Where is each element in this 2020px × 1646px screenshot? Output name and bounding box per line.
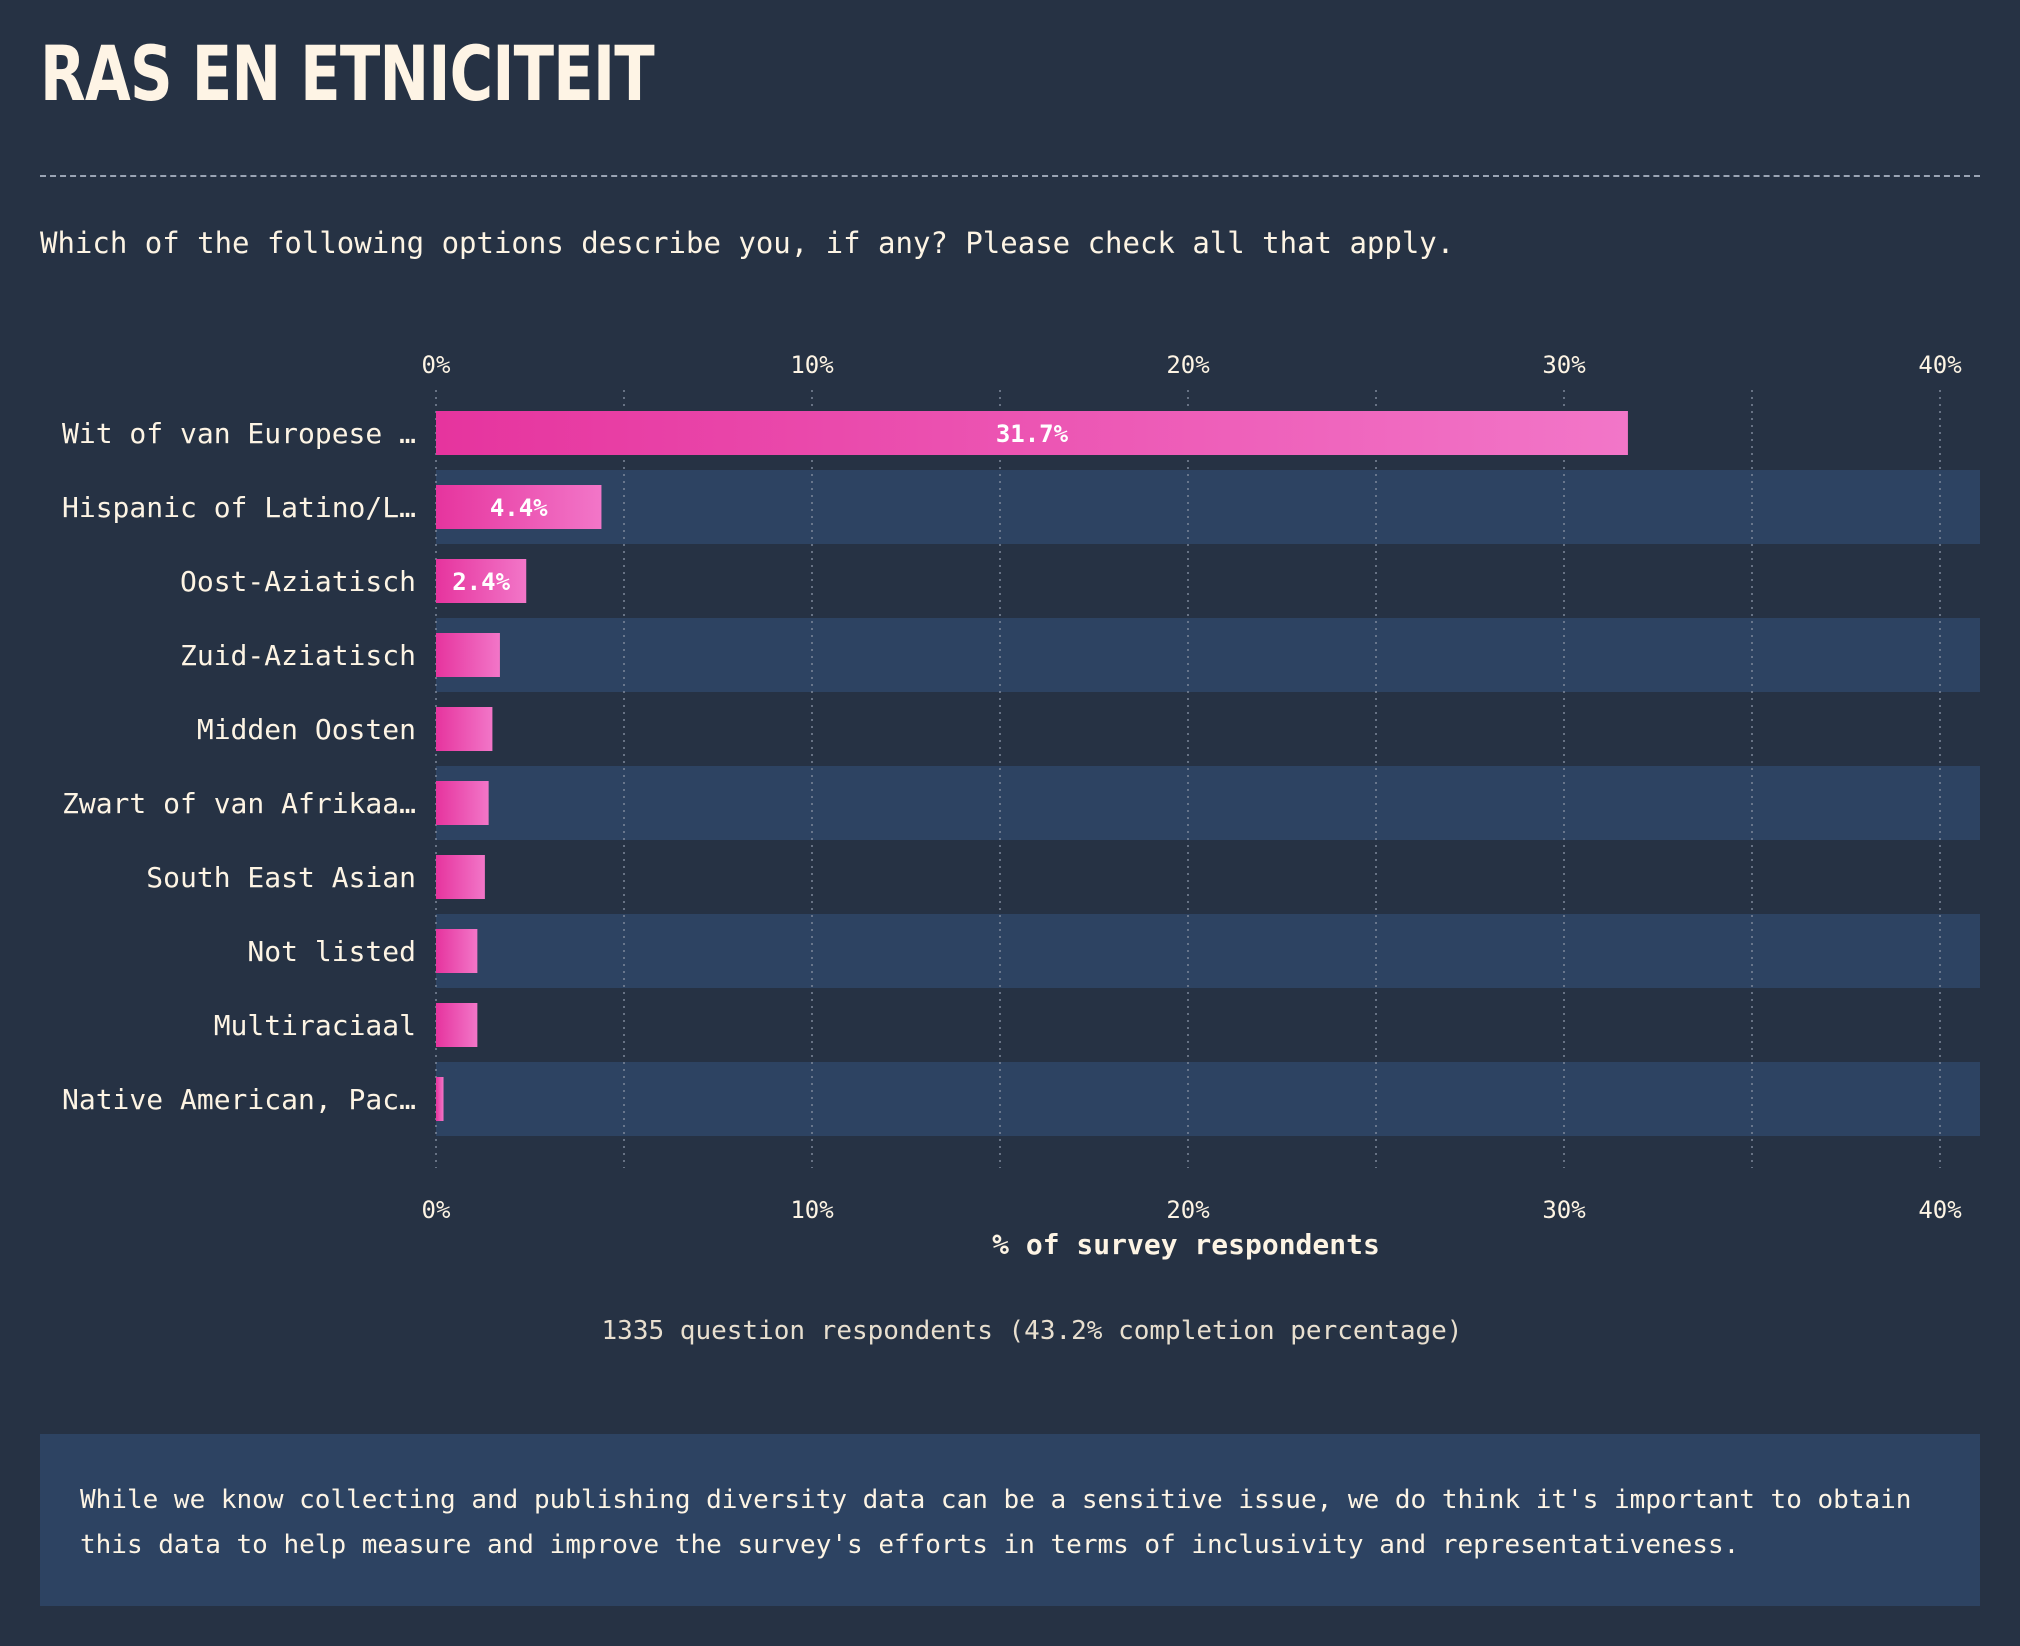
category-labels: Wit of van Europese … Hispanic of Latino/… [62,417,416,1116]
category-label: Zwart of van Afrikaa… [62,787,416,820]
tick-label-top: 20% [1166,351,1210,379]
row-band [436,766,1980,840]
tick-label-bottom: 20% [1166,1196,1210,1224]
bar-chart: Wit of van Europese … Hispanic of Latino/… [62,351,1980,1261]
bar [436,929,478,973]
bar [436,559,527,603]
x-axis-top-ticks: 0% 10% 20% 30% 40% [422,351,1963,379]
bars [436,411,1628,1121]
row-bands [436,470,1980,1136]
tick-label-top: 40% [1918,351,1962,379]
diversity-note-text: While we know collecting and publishing … [80,1485,1912,1560]
bar [436,1003,478,1047]
category-label: Hispanic of Latino/L… [62,491,416,524]
category-label: Multiraciaal [214,1009,416,1042]
value-label: 2.4% [452,568,510,596]
bar [436,1077,444,1121]
category-label: South East Asian [146,861,416,894]
survey-question: Which of the following options describe … [40,226,1455,260]
bar [436,707,493,751]
row-band [436,1062,1980,1136]
tick-label-top: 30% [1542,351,1586,379]
category-label: Wit of van Europese … [62,417,416,450]
page-title: RAS EN ETNICITEIT [40,29,655,118]
x-axis-label: % of survey respondents [992,1228,1380,1261]
x-axis-bottom-ticks: 0% 10% 20% 30% 40% [422,1196,1963,1224]
tick-label-top: 10% [790,351,834,379]
bar [436,633,500,677]
row-band [436,914,1980,988]
bar [436,485,602,529]
dashed-divider [40,175,1980,177]
category-label: Zuid-Aziatisch [180,639,416,672]
tick-label-bottom: 30% [1542,1196,1586,1224]
category-label: Native American, Pac… [62,1083,416,1116]
bar [436,411,1628,455]
tick-label-bottom: 10% [790,1196,834,1224]
value-label: 31.7% [996,420,1069,448]
bar [436,781,489,825]
tick-label-bottom: 40% [1918,1196,1962,1224]
category-label: Midden Oosten [197,713,416,746]
value-labels: 31.7% 4.4% 2.4% [452,420,1068,596]
row-band [436,618,1980,692]
tick-label-bottom: 0% [422,1196,451,1224]
value-label: 4.4% [490,494,548,522]
row-band [436,470,1980,544]
tick-label-top: 0% [422,351,451,379]
category-label: Oost-Aziatisch [180,565,416,598]
category-label: Not listed [247,935,416,968]
bar [436,855,485,899]
respondents-footnote: 1335 question respondents (43.2% complet… [601,1316,1463,1346]
diversity-note: While we know collecting and publishing … [40,1434,1980,1606]
